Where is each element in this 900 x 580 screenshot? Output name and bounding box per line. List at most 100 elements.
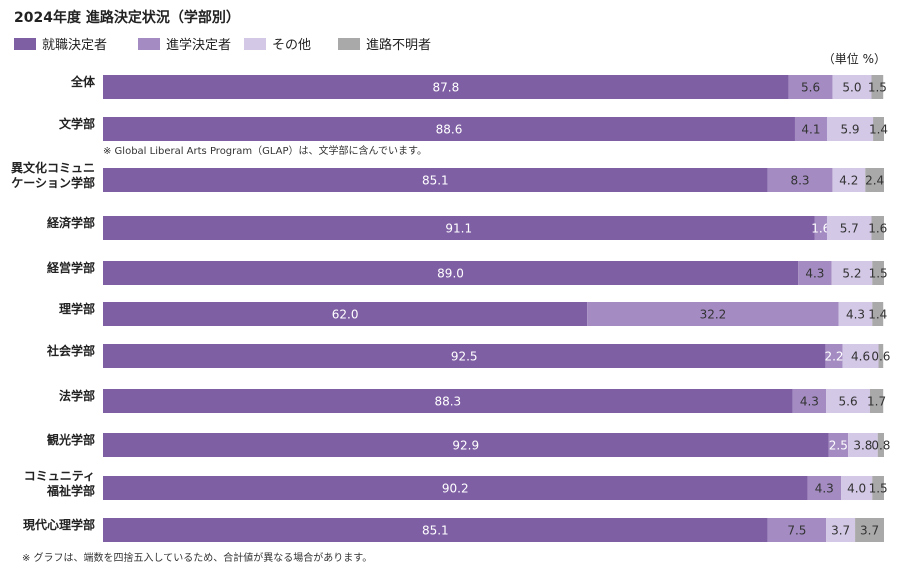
data-label-0-7: 88.3 bbox=[434, 395, 461, 409]
data-label-0-2: 85.1 bbox=[422, 174, 449, 188]
data-label-1-9: 4.3 bbox=[815, 482, 834, 496]
bar-0-9 bbox=[103, 476, 808, 500]
bar-3-4 bbox=[872, 261, 884, 285]
legend-label-0: 就職決定者 bbox=[42, 38, 107, 53]
bar-0-1 bbox=[103, 117, 795, 141]
category-label-7: 法学部 bbox=[59, 388, 95, 403]
category-label-line: 福祉学部 bbox=[46, 483, 95, 498]
annotation-note-0: ※ Global Liberal Arts Program（GLAP）は、文学部… bbox=[103, 144, 427, 157]
category-label-9: コミュニティ福祉学部 bbox=[24, 469, 95, 498]
bar-1-1 bbox=[794, 117, 827, 141]
category-label-4: 経営学部 bbox=[47, 260, 95, 275]
data-label-1-5: 32.2 bbox=[700, 308, 727, 322]
data-label-3-10: 3.7 bbox=[860, 524, 879, 538]
data-label-0-8: 92.9 bbox=[452, 439, 479, 453]
bar-3-10 bbox=[855, 518, 884, 542]
data-label-0-6: 92.5 bbox=[451, 350, 478, 364]
bar-2-10 bbox=[826, 518, 856, 542]
bar-0-4 bbox=[103, 261, 799, 285]
data-label-2-5: 4.3 bbox=[846, 308, 865, 322]
bar-2-8 bbox=[848, 433, 878, 457]
data-label-3-2: 2.4 bbox=[865, 174, 884, 188]
category-label-10: 現代心理学部 bbox=[23, 517, 95, 532]
bar-1-2 bbox=[767, 168, 833, 192]
bar-2-5 bbox=[838, 302, 873, 326]
unit-label: （単位 %） bbox=[823, 51, 886, 66]
bar-0-2 bbox=[103, 168, 768, 192]
bar-0-10 bbox=[103, 518, 768, 542]
bar-2-2 bbox=[832, 168, 866, 192]
bar-2-4 bbox=[831, 261, 873, 285]
bar-0-5 bbox=[103, 302, 588, 326]
bar-1-4 bbox=[798, 261, 832, 285]
data-label-1-8: 2.5 bbox=[829, 439, 848, 453]
data-label-2-4: 5.2 bbox=[842, 267, 861, 281]
data-label-1-3: 1.6 bbox=[811, 222, 830, 236]
bar-2-7 bbox=[826, 389, 870, 413]
legend-swatch-1 bbox=[138, 38, 160, 50]
category-label-5: 理学部 bbox=[59, 301, 95, 316]
bars-group: 全体 87.8 5.6 5.0 1.5 文学部 88.6 4.1 5.9 1.4 異文化コミュニケー… bbox=[11, 74, 890, 542]
data-label-1-7: 4.3 bbox=[800, 395, 819, 409]
data-label-3-3: 1.6 bbox=[868, 222, 887, 236]
data-label-0-3: 91.1 bbox=[445, 222, 472, 236]
footnote: ※ グラフは、端数を四捨五入しているため、合計値が異なる場合があります。 bbox=[22, 551, 372, 564]
data-label-3-6: 0.6 bbox=[871, 350, 890, 364]
legend: 就職決定者 進学決定者 その他 進路不明者 bbox=[14, 37, 431, 53]
bar-1-10 bbox=[767, 518, 827, 542]
bar-1-0 bbox=[788, 75, 833, 99]
legend-swatch-0 bbox=[14, 38, 36, 50]
bar-0-7 bbox=[103, 389, 793, 413]
category-label-line: ケーション学部 bbox=[11, 175, 95, 190]
bar-2-0 bbox=[832, 75, 872, 99]
data-label-2-6: 4.6 bbox=[851, 350, 870, 364]
data-label-3-8: 0.8 bbox=[871, 439, 890, 453]
data-label-2-0: 5.0 bbox=[842, 81, 861, 95]
bar-3-6 bbox=[878, 344, 884, 368]
bar-1-8 bbox=[828, 433, 849, 457]
data-label-2-3: 5.7 bbox=[840, 222, 859, 236]
data-label-0-1: 88.6 bbox=[436, 123, 463, 137]
bar-2-9 bbox=[841, 476, 873, 500]
bar-3-9 bbox=[872, 476, 884, 500]
category-label-3: 経済学部 bbox=[47, 215, 95, 230]
data-label-2-7: 5.6 bbox=[839, 395, 858, 409]
data-label-1-6: 2.2 bbox=[824, 350, 843, 364]
data-label-3-4: 1.5 bbox=[869, 267, 888, 281]
bar-1-9 bbox=[807, 476, 842, 500]
chart-title: 2024年度 進路決定状況（学部別） bbox=[14, 9, 240, 26]
bar-1-5 bbox=[587, 302, 839, 326]
category-label-0: 全体 bbox=[70, 74, 96, 89]
bar-2-1 bbox=[826, 117, 874, 141]
data-label-3-1: 1.4 bbox=[869, 123, 888, 137]
data-label-2-8: 3.8 bbox=[853, 439, 872, 453]
bar-3-0 bbox=[871, 75, 884, 99]
bar-2-3 bbox=[826, 216, 872, 240]
category-label-6: 社会学部 bbox=[46, 343, 95, 358]
data-label-3-9: 1.5 bbox=[869, 482, 888, 496]
bar-3-2 bbox=[865, 168, 884, 192]
category-label-1: 文学部 bbox=[59, 116, 95, 131]
legend-label-3: 進路不明者 bbox=[366, 37, 431, 53]
data-label-0-10: 85.1 bbox=[422, 524, 449, 538]
data-label-0-4: 89.0 bbox=[437, 267, 464, 281]
bar-3-1 bbox=[873, 117, 884, 141]
data-label-1-2: 8.3 bbox=[790, 174, 809, 188]
data-label-0-9: 90.2 bbox=[442, 482, 469, 496]
data-label-1-1: 4.1 bbox=[801, 123, 820, 137]
bar-0-0 bbox=[103, 75, 789, 99]
bar-0-3 bbox=[103, 216, 815, 240]
data-label-3-0: 1.5 bbox=[868, 81, 887, 95]
bar-3-7 bbox=[869, 389, 884, 413]
bar-1-6 bbox=[825, 344, 843, 368]
bar-1-3 bbox=[814, 216, 827, 240]
category-label-line: コミュニティ bbox=[24, 469, 95, 483]
data-label-1-4: 4.3 bbox=[805, 267, 824, 281]
data-label-3-5: 1.4 bbox=[868, 308, 887, 322]
bar-3-3 bbox=[871, 216, 884, 240]
data-label-2-10: 3.7 bbox=[831, 524, 850, 538]
legend-label-1: 進学決定者 bbox=[166, 37, 231, 53]
bar-0-6 bbox=[103, 344, 826, 368]
